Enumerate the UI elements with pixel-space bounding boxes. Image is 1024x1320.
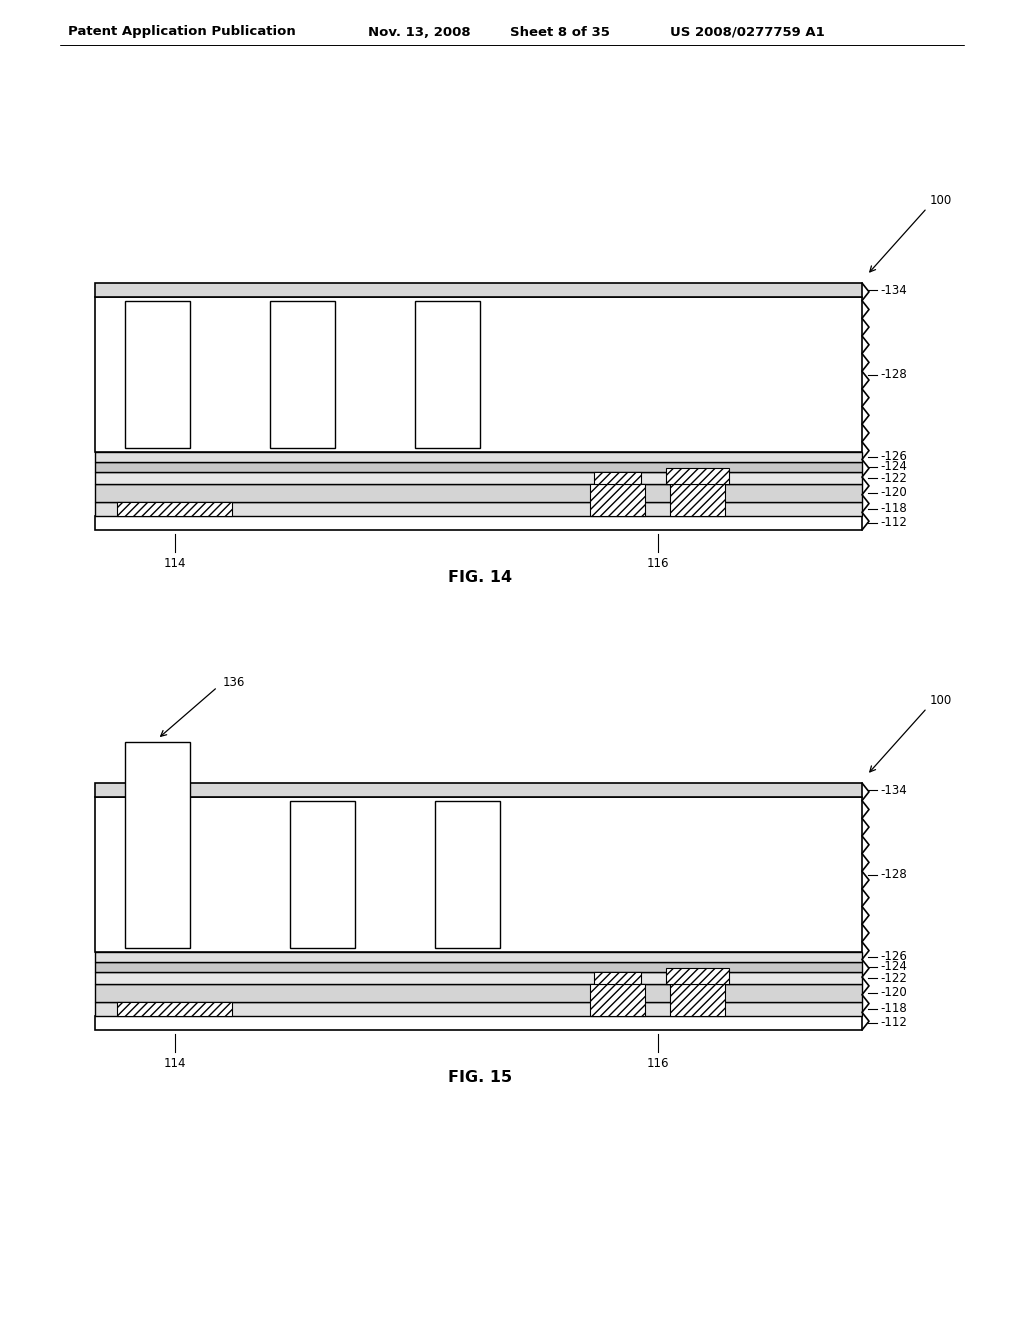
Text: -122: -122	[880, 471, 907, 484]
Bar	[594, 972, 641, 983]
Bar	[95, 952, 862, 962]
Text: -120: -120	[880, 487, 906, 499]
Text: -112: -112	[880, 1016, 907, 1030]
Bar	[95, 297, 862, 451]
Text: 114: 114	[163, 557, 185, 570]
Text: -134: -134	[880, 784, 906, 796]
Bar	[95, 983, 862, 1002]
Text: -128: -128	[880, 869, 906, 882]
Bar	[270, 301, 335, 447]
Text: -124: -124	[880, 961, 907, 974]
Text: -120: -120	[880, 986, 906, 999]
Bar	[95, 783, 862, 797]
Text: Sheet 8 of 35: Sheet 8 of 35	[510, 25, 610, 38]
Text: 100: 100	[930, 194, 952, 207]
Text: FIG. 14: FIG. 14	[447, 570, 512, 586]
Bar	[666, 469, 729, 484]
Bar	[95, 462, 862, 473]
Bar	[435, 801, 500, 948]
Text: -126: -126	[880, 450, 907, 463]
Bar	[590, 484, 645, 516]
Bar	[95, 797, 862, 952]
Bar	[95, 502, 862, 516]
Bar	[670, 484, 725, 516]
Text: Patent Application Publication: Patent Application Publication	[68, 25, 296, 38]
Bar	[415, 301, 480, 447]
Text: -126: -126	[880, 950, 907, 964]
Text: -118: -118	[880, 503, 906, 516]
Bar	[594, 473, 641, 484]
Text: 136: 136	[222, 676, 245, 689]
Text: Nov. 13, 2008: Nov. 13, 2008	[368, 25, 471, 38]
Bar	[290, 801, 355, 948]
Text: 116: 116	[646, 1057, 669, 1071]
Text: -118: -118	[880, 1002, 906, 1015]
Text: -122: -122	[880, 972, 907, 985]
Bar	[95, 1002, 862, 1016]
Bar	[666, 968, 729, 983]
Text: FIG. 15: FIG. 15	[447, 1071, 512, 1085]
Bar	[670, 983, 725, 1016]
Bar	[125, 742, 190, 948]
Text: -124: -124	[880, 461, 907, 474]
Bar	[95, 451, 862, 462]
Bar	[117, 1002, 232, 1016]
Text: 100: 100	[930, 694, 952, 708]
Bar	[95, 972, 862, 983]
Bar	[95, 282, 862, 297]
Text: 116: 116	[646, 557, 669, 570]
Bar	[95, 962, 862, 972]
Bar	[95, 1016, 862, 1030]
Bar	[117, 502, 232, 516]
Bar	[590, 983, 645, 1016]
Bar	[95, 516, 862, 531]
Text: -128: -128	[880, 368, 906, 381]
Bar	[95, 484, 862, 502]
Bar	[125, 301, 190, 447]
Bar	[95, 473, 862, 484]
Text: 114: 114	[163, 1057, 185, 1071]
Text: -134: -134	[880, 284, 906, 297]
Text: US 2008/0277759 A1: US 2008/0277759 A1	[670, 25, 824, 38]
Text: -112: -112	[880, 516, 907, 529]
